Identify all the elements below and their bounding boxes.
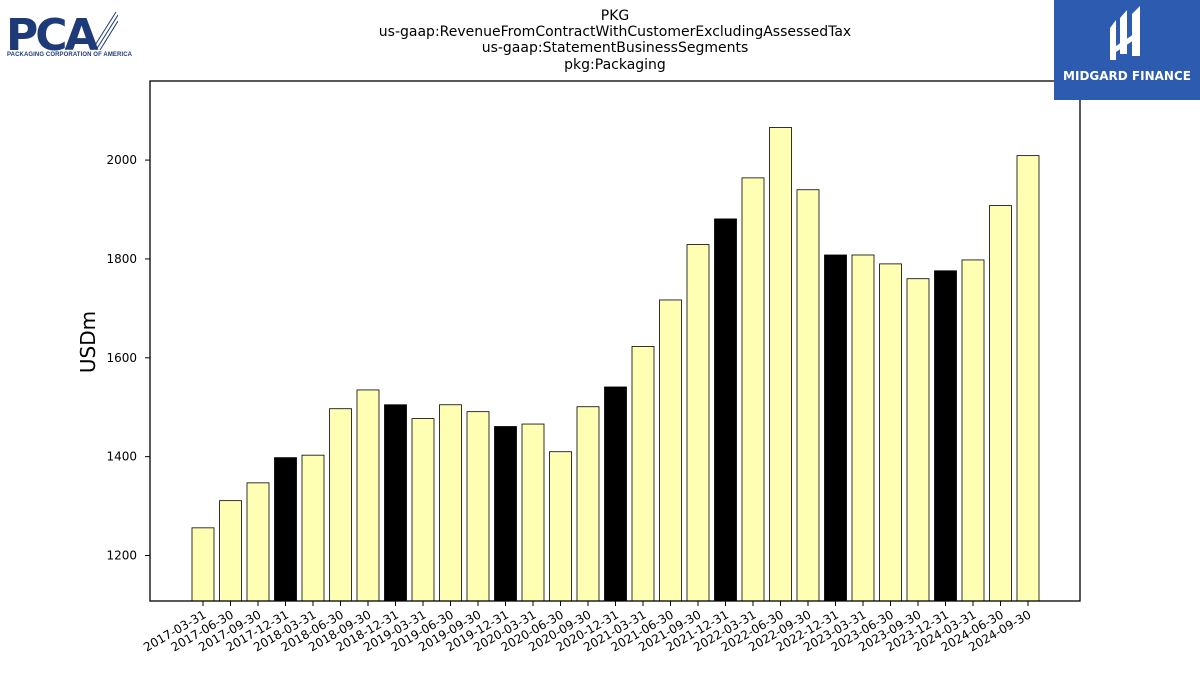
bar-2017-03-31 xyxy=(191,527,215,602)
bar-2021-12-31 xyxy=(714,218,737,602)
bar-2024-03-31 xyxy=(961,259,985,602)
svg-text:PCA: PCA xyxy=(6,10,99,61)
pca-logo-mark: PCA xyxy=(6,10,118,61)
y-tick-label: 1200 xyxy=(106,549,137,563)
bar-2022-06-30 xyxy=(769,127,792,602)
bar-2023-03-31 xyxy=(851,254,875,602)
y-axis-label: USDm xyxy=(76,311,100,373)
bar-2018-09-30 xyxy=(356,389,380,602)
bar-2017-09-30 xyxy=(246,482,270,602)
plot-frame xyxy=(149,80,1081,602)
title-line: pkg:Packaging xyxy=(564,57,666,73)
bar-2024-06-30 xyxy=(989,205,1012,602)
bar-2023-06-30 xyxy=(879,263,902,602)
bar-2024-09-30 xyxy=(1016,155,1040,602)
bar-2022-12-31 xyxy=(824,254,847,602)
bars-group xyxy=(191,127,1040,602)
bar-2021-09-30 xyxy=(686,244,710,602)
y-tick-label: 1600 xyxy=(106,351,137,365)
midgard-finance-label: MIDGARD FINANCE xyxy=(1063,69,1191,83)
title-line: us-gaap:StatementBusinessSegments xyxy=(482,40,749,56)
bar-2019-09-30 xyxy=(466,411,490,602)
midgard-finance-logo: MIDGARD FINANCE xyxy=(1054,0,1200,100)
bar-2020-03-31 xyxy=(521,423,545,602)
bar-2022-03-31 xyxy=(741,177,765,602)
bar-2022-09-30 xyxy=(796,189,820,602)
bar-2020-06-30 xyxy=(549,451,572,602)
y-tick-label: 1800 xyxy=(106,252,137,266)
bar-2021-03-31 xyxy=(631,346,655,602)
bar-2019-06-30 xyxy=(439,404,462,602)
y-axis-ticks: 1200 1400 1600 1800 2000 xyxy=(106,153,150,563)
bar-2020-09-30 xyxy=(576,406,600,602)
bar-2017-06-30 xyxy=(219,500,242,602)
bar-2020-12-31 xyxy=(604,386,627,602)
bar-2023-12-31 xyxy=(934,270,957,602)
bar-2018-12-31 xyxy=(384,404,407,602)
x-axis-ticks: 2017-03-312017-06-302017-09-302017-12-31… xyxy=(141,601,1034,654)
bar-2018-06-30 xyxy=(329,408,352,602)
bar-2021-06-30 xyxy=(659,299,682,602)
title-line: PKG xyxy=(601,8,629,24)
chart-title: PKG us-gaap:RevenueFromContractWithCusto… xyxy=(379,8,851,73)
midgard-mark-icon xyxy=(1110,6,1140,60)
pca-stripes xyxy=(91,11,118,51)
pca-tagline: PACKAGING CORPORATION OF AMERICA xyxy=(7,52,133,58)
y-tick-label: 2000 xyxy=(106,153,137,167)
bar-2019-12-31 xyxy=(494,426,517,602)
y-tick-label: 1400 xyxy=(106,450,137,464)
title-line: us-gaap:RevenueFromContractWithCustomerE… xyxy=(379,24,851,40)
bar-2019-03-31 xyxy=(411,418,435,602)
bar-2017-12-31 xyxy=(274,457,297,602)
bar-2018-03-31 xyxy=(301,454,325,602)
bar-2023-09-30 xyxy=(906,278,930,602)
